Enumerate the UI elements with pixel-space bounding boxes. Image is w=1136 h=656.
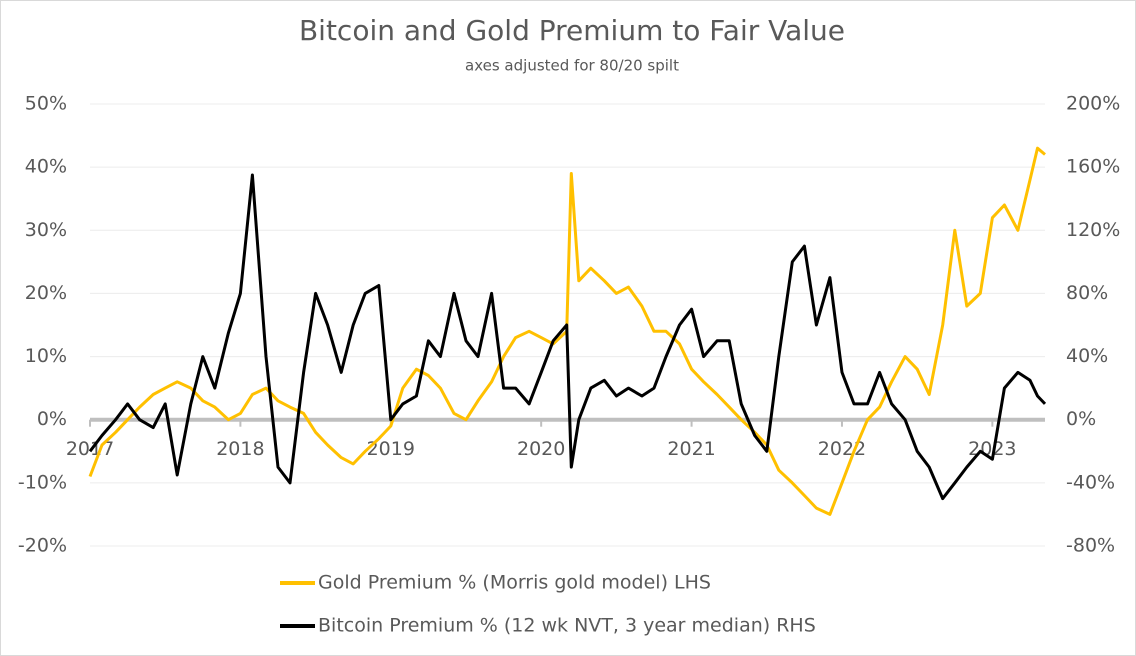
y2-tick-label: -80%	[1066, 535, 1115, 557]
y2-tick-label: 0%	[1066, 408, 1096, 430]
x-tick-label: 2019	[367, 438, 415, 460]
data-line	[88, 146, 1046, 516]
y2-tick-label: 200%	[1066, 93, 1120, 115]
y2-tick-label: 160%	[1066, 156, 1120, 178]
x-tick-label: 2018	[216, 438, 264, 460]
x-tick-label: 2023	[968, 438, 1016, 460]
y-tick-label: 10%	[25, 345, 67, 367]
chart-subtitle: axes adjusted for 80/20 spilt	[465, 57, 679, 75]
y-tick-label: 20%	[25, 282, 67, 304]
y-tick-label: 50%	[25, 93, 67, 115]
y-tick-label: -20%	[18, 535, 67, 557]
legend-label: Gold Premium % (Morris gold model) LHS	[318, 572, 711, 594]
x-tick-label: 2021	[667, 438, 715, 460]
y-tick-label: 0%	[37, 408, 67, 430]
legend-label: Bitcoin Premium % (12 wk NVT, 3 year med…	[318, 615, 816, 637]
chart-title: Bitcoin and Gold Premium to Fair Value	[299, 14, 845, 47]
x-tick-label: 2020	[517, 438, 565, 460]
y-tick-label: -10%	[18, 471, 67, 493]
y2-tick-label: -40%	[1066, 471, 1115, 493]
y2-tick-label: 40%	[1066, 345, 1108, 367]
y-tick-label: 30%	[25, 219, 67, 241]
y2-tick-label: 120%	[1066, 219, 1120, 241]
y-tick-label: 40%	[25, 156, 67, 178]
y2-tick-label: 80%	[1066, 282, 1108, 304]
data-line	[88, 173, 1047, 501]
